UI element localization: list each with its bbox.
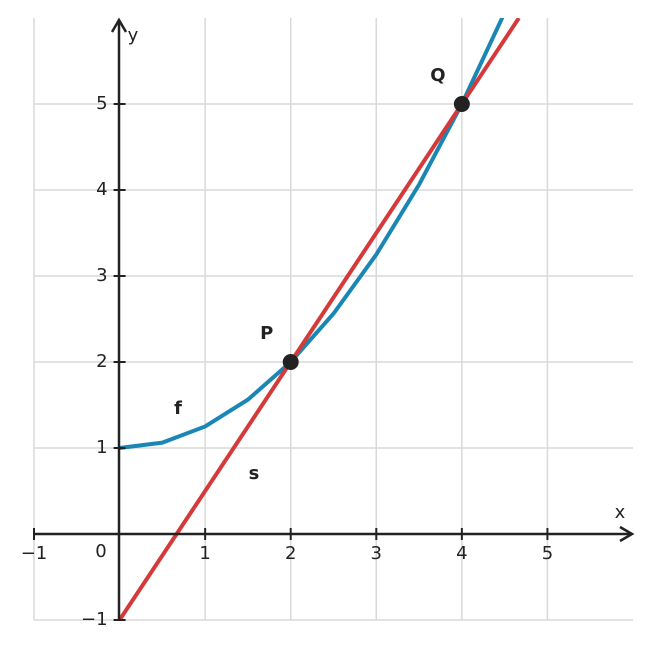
x-tick-label: 5: [542, 543, 553, 564]
point: [282, 354, 299, 370]
x-arrow: [619, 525, 635, 543]
y-tick-label: 5: [96, 93, 107, 114]
series-label: s: [249, 463, 260, 484]
series-line: [119, 18, 505, 450]
curves: [117, 18, 521, 620]
y-tick-label: 2: [96, 351, 107, 372]
x-tick-label: 4: [456, 543, 467, 564]
series-line: [117, 18, 521, 620]
y-axis-label: y: [128, 25, 139, 46]
x-tick-label: 1: [199, 543, 210, 564]
x-tick-label: 3: [371, 543, 382, 564]
y-arrow: [110, 17, 128, 33]
y-tick-label: 4: [96, 179, 107, 200]
x-axis-label: x: [615, 502, 626, 523]
series-label: f: [174, 398, 182, 419]
origin-label: 0: [95, 541, 106, 562]
y-tick-label: 3: [96, 265, 107, 286]
axes: [33, 17, 635, 621]
point: [453, 96, 470, 112]
point-label: Q: [430, 65, 445, 86]
y-tick-label: −1: [81, 609, 108, 630]
x-tick-label: −1: [21, 543, 48, 564]
y-tick-label: 1: [96, 437, 107, 458]
grid: [33, 18, 633, 621]
point-label: P: [260, 323, 273, 344]
x-tick-label: 2: [285, 543, 296, 564]
